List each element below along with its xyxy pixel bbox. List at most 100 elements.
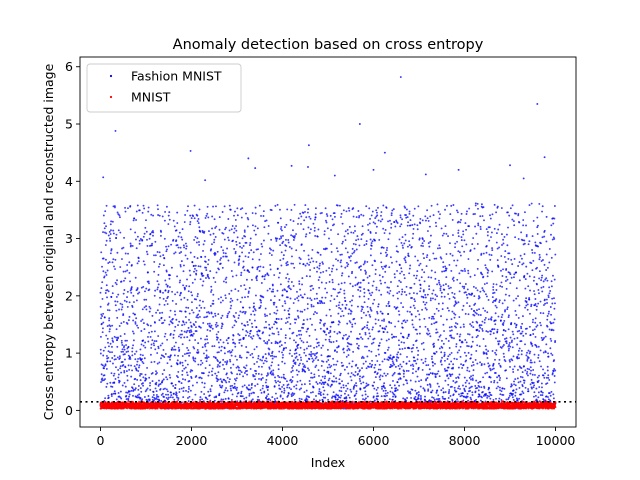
fashion-mnist-point bbox=[365, 205, 368, 208]
fashion-mnist-point bbox=[103, 316, 106, 319]
fashion-mnist-point bbox=[510, 341, 513, 343]
fashion-mnist-point bbox=[302, 326, 305, 329]
fashion-mnist-point bbox=[120, 308, 123, 311]
fashion-mnist-point bbox=[115, 328, 118, 331]
fashion-mnist-point bbox=[253, 313, 256, 316]
fashion-mnist-point bbox=[183, 336, 186, 339]
fashion-mnist-point bbox=[198, 304, 201, 307]
fashion-mnist-point bbox=[280, 318, 283, 320]
fashion-mnist-point bbox=[191, 384, 194, 387]
fashion-mnist-point bbox=[500, 390, 503, 393]
fashion-mnist-point bbox=[334, 349, 337, 352]
fashion-mnist-point bbox=[132, 344, 135, 347]
fashion-mnist-point bbox=[358, 244, 361, 247]
fashion-mnist-point bbox=[170, 391, 172, 394]
fashion-mnist-point bbox=[171, 382, 173, 385]
fashion-mnist-point bbox=[107, 341, 109, 344]
fashion-mnist-point bbox=[129, 204, 132, 207]
fashion-mnist-point bbox=[348, 225, 351, 228]
fashion-mnist-point bbox=[184, 242, 187, 245]
fashion-mnist-point bbox=[531, 249, 533, 251]
fashion-mnist-point bbox=[326, 348, 329, 351]
fashion-mnist-point bbox=[516, 399, 519, 402]
fashion-mnist-point bbox=[492, 367, 495, 370]
fashion-mnist-point bbox=[542, 280, 545, 283]
fashion-mnist-point bbox=[220, 398, 223, 401]
fashion-mnist-point bbox=[502, 344, 505, 346]
fashion-mnist-point bbox=[129, 280, 132, 283]
fashion-mnist-point bbox=[359, 380, 362, 382]
fashion-mnist-point bbox=[440, 295, 443, 298]
fashion-mnist-point bbox=[257, 395, 260, 398]
fashion-mnist-point bbox=[334, 288, 336, 291]
fashion-mnist-point bbox=[190, 217, 193, 220]
fashion-mnist-point bbox=[365, 243, 368, 245]
fashion-mnist-point bbox=[404, 206, 407, 209]
fashion-mnist-point bbox=[424, 293, 427, 296]
fashion-mnist-point bbox=[417, 393, 420, 396]
fashion-mnist-point bbox=[323, 302, 326, 305]
fashion-mnist-point bbox=[189, 220, 192, 223]
fashion-mnist-point bbox=[308, 369, 310, 371]
fashion-mnist-point bbox=[258, 258, 261, 261]
fashion-mnist-point bbox=[263, 278, 266, 281]
fashion-mnist-point bbox=[340, 259, 343, 262]
fashion-mnist-point bbox=[115, 233, 118, 236]
fashion-mnist-point bbox=[459, 326, 462, 329]
fashion-mnist-point bbox=[119, 390, 122, 393]
fashion-mnist-point bbox=[308, 334, 311, 337]
fashion-mnist-point bbox=[384, 387, 386, 390]
fashion-mnist-point bbox=[162, 321, 165, 324]
fashion-mnist-point bbox=[494, 358, 496, 361]
fashion-mnist-point bbox=[333, 212, 336, 215]
fashion-mnist-point bbox=[188, 380, 191, 382]
fashion-mnist-point bbox=[298, 397, 301, 400]
fashion-mnist-point bbox=[484, 316, 487, 319]
fashion-mnist-point bbox=[299, 310, 302, 313]
fashion-mnist-point bbox=[455, 302, 458, 305]
fashion-mnist-point bbox=[348, 335, 351, 338]
fashion-mnist-point bbox=[509, 273, 512, 276]
fashion-mnist-point bbox=[505, 398, 508, 401]
fashion-mnist-point bbox=[102, 321, 105, 324]
fashion-mnist-point bbox=[238, 258, 241, 261]
fashion-mnist-point bbox=[130, 286, 133, 289]
fashion-mnist-point bbox=[210, 324, 213, 327]
fashion-mnist-point bbox=[481, 215, 484, 217]
fashion-mnist-point bbox=[205, 266, 208, 269]
fashion-mnist-point bbox=[281, 229, 283, 232]
fashion-mnist-point bbox=[424, 215, 427, 218]
fashion-mnist-point bbox=[449, 252, 452, 255]
fashion-mnist-point bbox=[521, 390, 524, 393]
fashion-mnist-point bbox=[514, 394, 517, 397]
fashion-mnist-point bbox=[498, 386, 501, 389]
fashion-mnist-point bbox=[318, 286, 321, 289]
fashion-mnist-point bbox=[485, 251, 488, 254]
fashion-mnist-point bbox=[196, 214, 199, 217]
fashion-mnist-point bbox=[304, 210, 306, 213]
fashion-mnist-point bbox=[378, 330, 381, 333]
fashion-mnist-point bbox=[385, 206, 388, 209]
fashion-mnist-point bbox=[377, 206, 379, 209]
fashion-mnist-point bbox=[179, 246, 182, 249]
fashion-mnist-point bbox=[532, 369, 535, 371]
fashion-mnist-point bbox=[200, 390, 203, 393]
fashion-mnist-point bbox=[296, 373, 299, 376]
fashion-mnist-point bbox=[203, 382, 206, 385]
fashion-mnist-point bbox=[294, 321, 297, 324]
fashion-mnist-point bbox=[345, 210, 348, 213]
fashion-mnist-point bbox=[161, 379, 164, 382]
fashion-mnist-point bbox=[428, 285, 431, 288]
fashion-mnist-point bbox=[111, 261, 114, 264]
fashion-mnist-point bbox=[532, 386, 535, 389]
fashion-mnist-point bbox=[259, 265, 262, 268]
fashion-mnist-point bbox=[251, 258, 254, 261]
fashion-mnist-point bbox=[429, 240, 432, 243]
fashion-mnist-point bbox=[111, 285, 114, 288]
fashion-mnist-point bbox=[532, 329, 534, 332]
fashion-mnist-point bbox=[513, 224, 516, 227]
fashion-mnist-point bbox=[376, 398, 379, 401]
fashion-mnist-point bbox=[475, 398, 478, 401]
fashion-mnist-point bbox=[190, 377, 193, 379]
fashion-mnist-point bbox=[513, 337, 516, 340]
